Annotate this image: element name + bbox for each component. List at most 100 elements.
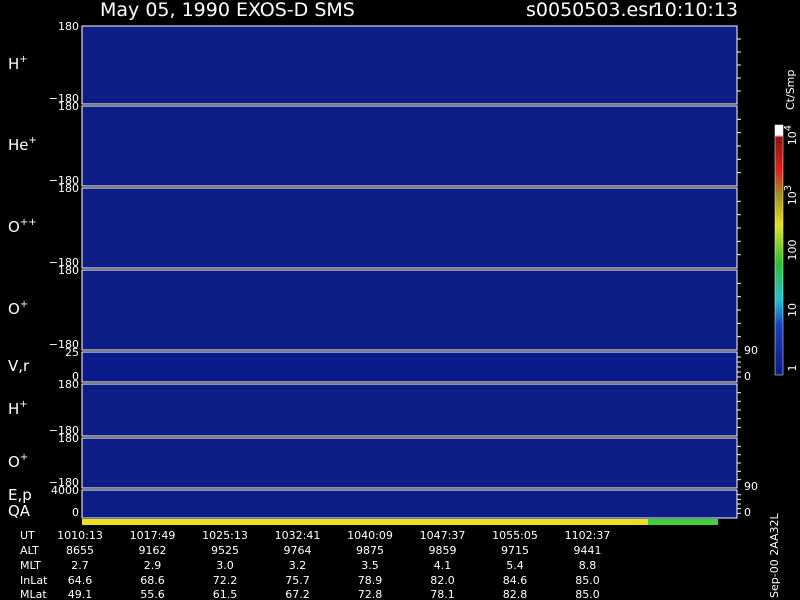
panel-label-text: H [8, 55, 19, 73]
y-tick-label: 180 [58, 432, 79, 445]
cell: 9525 [211, 544, 239, 557]
row-label: InLat [20, 574, 48, 587]
row-label: MLat [20, 588, 47, 600]
y-tick-label: −180 [49, 174, 79, 187]
cell: 49.1 [68, 588, 93, 600]
cell: 1102:37 [565, 529, 611, 542]
cell: 8.8 [579, 559, 597, 572]
y-tick-label: 4000 [51, 484, 79, 497]
cell: 9715 [501, 544, 529, 557]
cell: 55.6 [140, 588, 165, 600]
colorbar-tick-base: 10 [786, 303, 799, 317]
colorbar-tick-label: 10 [786, 303, 799, 317]
panel [81, 187, 738, 269]
panel-label-text: O [8, 218, 20, 236]
panel-label: He+ [8, 135, 37, 154]
cell: 78.9 [358, 574, 383, 587]
title: May 05, 1990 EXOS-D SMS [100, 0, 355, 21]
cell: 67.2 [285, 588, 310, 600]
y-tick-label: 0 [72, 370, 79, 383]
cell: 82.8 [503, 588, 528, 600]
colorbar-tick-exp: 3 [783, 185, 794, 191]
panel-label: E,p [8, 486, 32, 504]
cell: 5.4 [506, 559, 524, 572]
y-tick-label: 180 [58, 20, 79, 33]
row-label: UT [20, 529, 35, 542]
cell: 75.7 [285, 574, 310, 587]
cell: 72.8 [358, 588, 383, 600]
cell: 82.0 [430, 574, 455, 587]
ephemeris-table: UT 1010:13 1017:49 1025:13 1032:41 1040:09 104… [20, 529, 610, 600]
colorbar-tick-label: 100 [786, 240, 799, 261]
panel-label: O+ [8, 299, 28, 318]
panel [81, 351, 738, 383]
y-tick-label: 180 [58, 378, 79, 391]
cell: 85.0 [575, 574, 600, 587]
cell: 2.7 [71, 559, 89, 572]
cell: 84.6 [503, 574, 528, 587]
cell: 72.2 [213, 574, 238, 587]
row-label: ALT [20, 544, 39, 557]
panel-label-text: O [8, 453, 20, 471]
file-name: s0050503.esr [526, 0, 656, 21]
cell: 85.0 [575, 588, 600, 600]
cell: 1010:13 [57, 529, 103, 542]
y-tick-label: 0 [72, 506, 79, 519]
cell: 1055:05 [492, 529, 538, 542]
cell: 1047:37 [420, 529, 466, 542]
y2-tick-label: 90 [744, 344, 758, 357]
cell: 1025:13 [202, 529, 248, 542]
panel-label-text: V,r [8, 357, 30, 375]
panel-label: O+ [8, 452, 28, 471]
y2-tick-label: 0 [744, 370, 751, 383]
cell: 1017:49 [130, 529, 176, 542]
panel-label-charge: + [20, 299, 28, 310]
y-tick-label: −180 [49, 338, 79, 351]
cell: 2.9 [144, 559, 162, 572]
cell: 9859 [429, 544, 457, 557]
colorbar-tick-label: 103 [783, 185, 799, 205]
panel [81, 105, 738, 187]
y-tick-label: 180 [58, 100, 79, 113]
colorbar-unit: Ct/Smp [784, 70, 797, 110]
cell: 3.2 [289, 559, 307, 572]
panel-label-charge: + [20, 452, 28, 463]
colorbar-tick-label: 1 [786, 365, 799, 372]
row-label: MLT [20, 559, 41, 572]
panels: H+180−180He+180−180O++180−180O+180−180V,… [8, 20, 758, 520]
colorbar-tick-exp: 4 [783, 125, 794, 131]
colorbar-tick-base: 100 [786, 240, 799, 261]
panel [81, 437, 738, 489]
cell: 68.6 [140, 574, 165, 587]
y2-tick-label: 90 [744, 480, 758, 493]
y-tick-label: −180 [49, 424, 79, 437]
panel-label-charge: + [19, 399, 27, 410]
colorbar-tick-label: 104 [783, 125, 799, 145]
colorbar-tick-base: 10 [786, 131, 799, 145]
qa-bar [648, 519, 718, 525]
qa-bar [82, 519, 648, 525]
panel-label-charge: + [29, 135, 37, 146]
y-tick-label: 25 [65, 346, 79, 359]
panel-label: O++ [8, 217, 37, 236]
y-tick-label: −180 [49, 256, 79, 269]
panel-label-charge: + [19, 54, 27, 65]
panel-label: H+ [8, 54, 28, 73]
panel [81, 383, 738, 437]
y-tick-label: −180 [49, 476, 79, 489]
colorbar-tick-base: 1 [786, 365, 799, 372]
cell: 9875 [356, 544, 384, 557]
y-tick-label: 180 [58, 182, 79, 195]
cell: 1040:09 [347, 529, 393, 542]
cell: 3.0 [216, 559, 234, 572]
cell: 64.6 [68, 574, 93, 587]
panel [81, 489, 738, 519]
cell: 61.5 [213, 588, 238, 600]
colorbar [774, 124, 784, 376]
colorbar-tick-base: 10 [786, 191, 799, 205]
panel-label: QA [8, 502, 31, 520]
cell: 9162 [139, 544, 167, 557]
